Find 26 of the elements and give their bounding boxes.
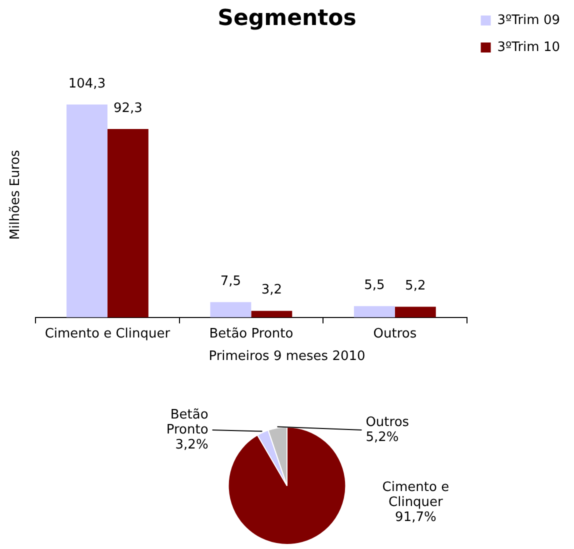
x-tick-label: Cimento e Clinquer	[44, 326, 171, 342]
data-label: 7,5	[220, 274, 242, 289]
slice-label: Cimento e Clinquer	[382, 480, 450, 510]
data-label: 5,2	[405, 278, 426, 294]
bar	[107, 128, 148, 318]
data-label: 3,2%	[175, 437, 208, 452]
bar	[210, 302, 252, 318]
legend-label: 3ºTrim 10	[497, 40, 560, 55]
y-axis-title: Milhões Euros	[8, 150, 24, 240]
slice-label: Outros	[366, 414, 410, 430]
x-tick-label: Betão Pronto	[209, 326, 294, 342]
data-label: 5,5	[364, 278, 385, 294]
x-tick-label: Outros	[373, 326, 417, 342]
data-label: 3,2	[261, 282, 282, 298]
bar	[354, 306, 395, 318]
chart-title: Primeiros 9 meses 2010	[208, 349, 366, 364]
bar	[251, 310, 292, 318]
data-label: 92,3	[113, 100, 142, 116]
slice-label: Betão Pronto	[166, 407, 208, 438]
bar	[66, 104, 108, 318]
legend-label: 3ºTrim 09	[497, 12, 560, 28]
data-label: 5,2%	[366, 430, 399, 445]
data-label: 91,7%	[395, 510, 436, 526]
bar	[394, 306, 436, 318]
data-label: 104,3	[68, 76, 106, 92]
chart-title: Segmentos	[218, 6, 356, 31]
